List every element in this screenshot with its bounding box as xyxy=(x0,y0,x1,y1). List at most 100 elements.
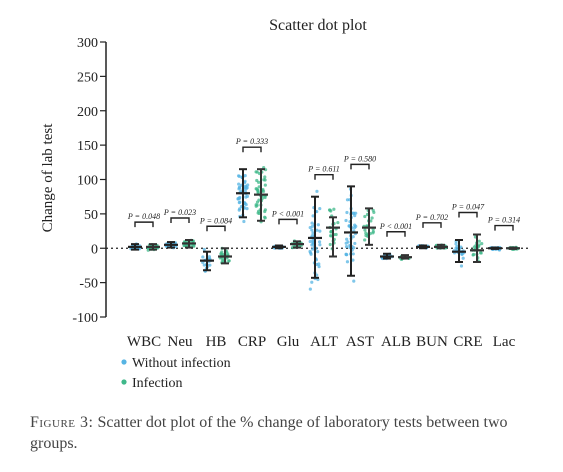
data-point xyxy=(461,256,465,260)
data-point xyxy=(336,220,340,225)
x-tick-label: ALB xyxy=(381,334,411,350)
data-point xyxy=(346,240,350,244)
y-tick-label: 0 xyxy=(91,242,98,257)
x-tick-label: Glu xyxy=(277,334,300,350)
y-tick-label: -50 xyxy=(79,277,98,292)
significance-bracket xyxy=(386,231,406,237)
legend-marker xyxy=(121,359,127,365)
x-tick-label: WBC xyxy=(127,334,161,350)
data-point xyxy=(471,253,475,257)
data-point xyxy=(254,170,258,174)
legend-label: Infection xyxy=(132,376,183,391)
data-point xyxy=(243,201,247,205)
x-tick-labels: WBC Neu HB CRP Glu ALT AST ALB BUN CRE Lac xyxy=(127,334,516,350)
data-point xyxy=(237,208,241,212)
data-point xyxy=(363,214,367,219)
y-tick-label: -100 xyxy=(72,311,98,326)
data-point xyxy=(345,237,349,241)
data-point xyxy=(455,244,459,249)
data-point xyxy=(308,239,312,244)
significance-bracket xyxy=(206,225,226,232)
data-point xyxy=(183,243,187,248)
significance-bracket xyxy=(134,221,154,228)
data-point xyxy=(318,229,322,233)
data-point xyxy=(308,287,312,291)
data-point xyxy=(334,232,338,237)
data-point xyxy=(311,231,315,235)
p-value-label: P = 0.702 xyxy=(415,213,448,222)
data-point xyxy=(310,228,314,232)
data-point xyxy=(318,206,322,211)
data-point xyxy=(344,218,348,223)
data-point xyxy=(189,243,193,247)
data-point xyxy=(371,231,375,235)
data-point xyxy=(237,201,241,205)
chart-title: Scatter dot plot xyxy=(269,17,367,34)
y-tick-label: 250 xyxy=(77,70,98,85)
x-tick-label: Lac xyxy=(493,334,516,350)
data-point xyxy=(310,221,314,225)
data-point xyxy=(263,208,267,212)
data-point xyxy=(201,255,205,259)
data-point xyxy=(332,207,336,211)
data-point xyxy=(245,194,250,199)
data-point xyxy=(310,280,314,284)
data-point xyxy=(351,235,355,239)
data-point xyxy=(237,182,241,186)
data-point xyxy=(261,187,265,192)
data-point xyxy=(245,207,249,211)
y-tick-label: 150 xyxy=(77,139,98,154)
scatter-dot-plot: Scatter dot plot Change of lab test -100… xyxy=(40,17,530,391)
data-point xyxy=(480,242,484,246)
data-point xyxy=(308,249,312,254)
data-point xyxy=(311,214,315,218)
data-point xyxy=(243,173,247,178)
data-point xyxy=(454,242,458,246)
data-point xyxy=(237,186,242,190)
data-point xyxy=(317,265,321,269)
data-point xyxy=(219,252,223,256)
data-point xyxy=(352,211,356,215)
significance-bracket xyxy=(494,224,514,231)
data-point xyxy=(459,264,464,268)
data-point xyxy=(315,228,319,232)
data-point xyxy=(254,203,258,207)
data-point xyxy=(239,189,243,193)
data-point xyxy=(345,210,349,215)
data-point xyxy=(315,189,319,193)
data-point xyxy=(351,258,355,262)
data-point xyxy=(263,215,267,219)
data-point xyxy=(371,208,375,212)
data-point xyxy=(344,252,348,257)
data-point xyxy=(257,180,261,184)
data-point xyxy=(236,197,240,201)
data-point xyxy=(363,238,367,242)
data-points xyxy=(129,166,520,291)
p-value-label: P = 0.084 xyxy=(199,216,232,225)
x-tick-label: ALT xyxy=(310,334,338,350)
data-point xyxy=(363,228,367,232)
data-point xyxy=(257,185,261,189)
legend-marker xyxy=(121,379,127,385)
data-point xyxy=(263,183,267,187)
p-value-label: P = 0.333 xyxy=(235,137,268,146)
figure-caption: Figure 3: Scatter dot plot of the % chan… xyxy=(30,412,550,454)
p-value-label: P = 0.611 xyxy=(307,165,340,174)
data-point xyxy=(477,239,481,243)
legend-label: Without infection xyxy=(132,356,231,371)
data-point xyxy=(345,260,350,264)
p-value-label: P = 0.048 xyxy=(127,212,160,221)
y-tick-label: 300 xyxy=(77,36,98,51)
significance-bracket xyxy=(422,222,442,228)
data-point xyxy=(352,279,356,283)
data-point xyxy=(316,223,320,227)
data-point xyxy=(369,219,373,223)
p-value-label: P = 0.023 xyxy=(163,208,196,217)
x-tick-label: HB xyxy=(206,334,227,350)
significance-bracket xyxy=(350,163,370,170)
p-value-label: P < 0.001 xyxy=(379,222,412,231)
p-value-label: P = 0.580 xyxy=(343,154,376,163)
data-point xyxy=(353,226,357,230)
data-point xyxy=(318,243,322,247)
data-point xyxy=(479,251,483,255)
